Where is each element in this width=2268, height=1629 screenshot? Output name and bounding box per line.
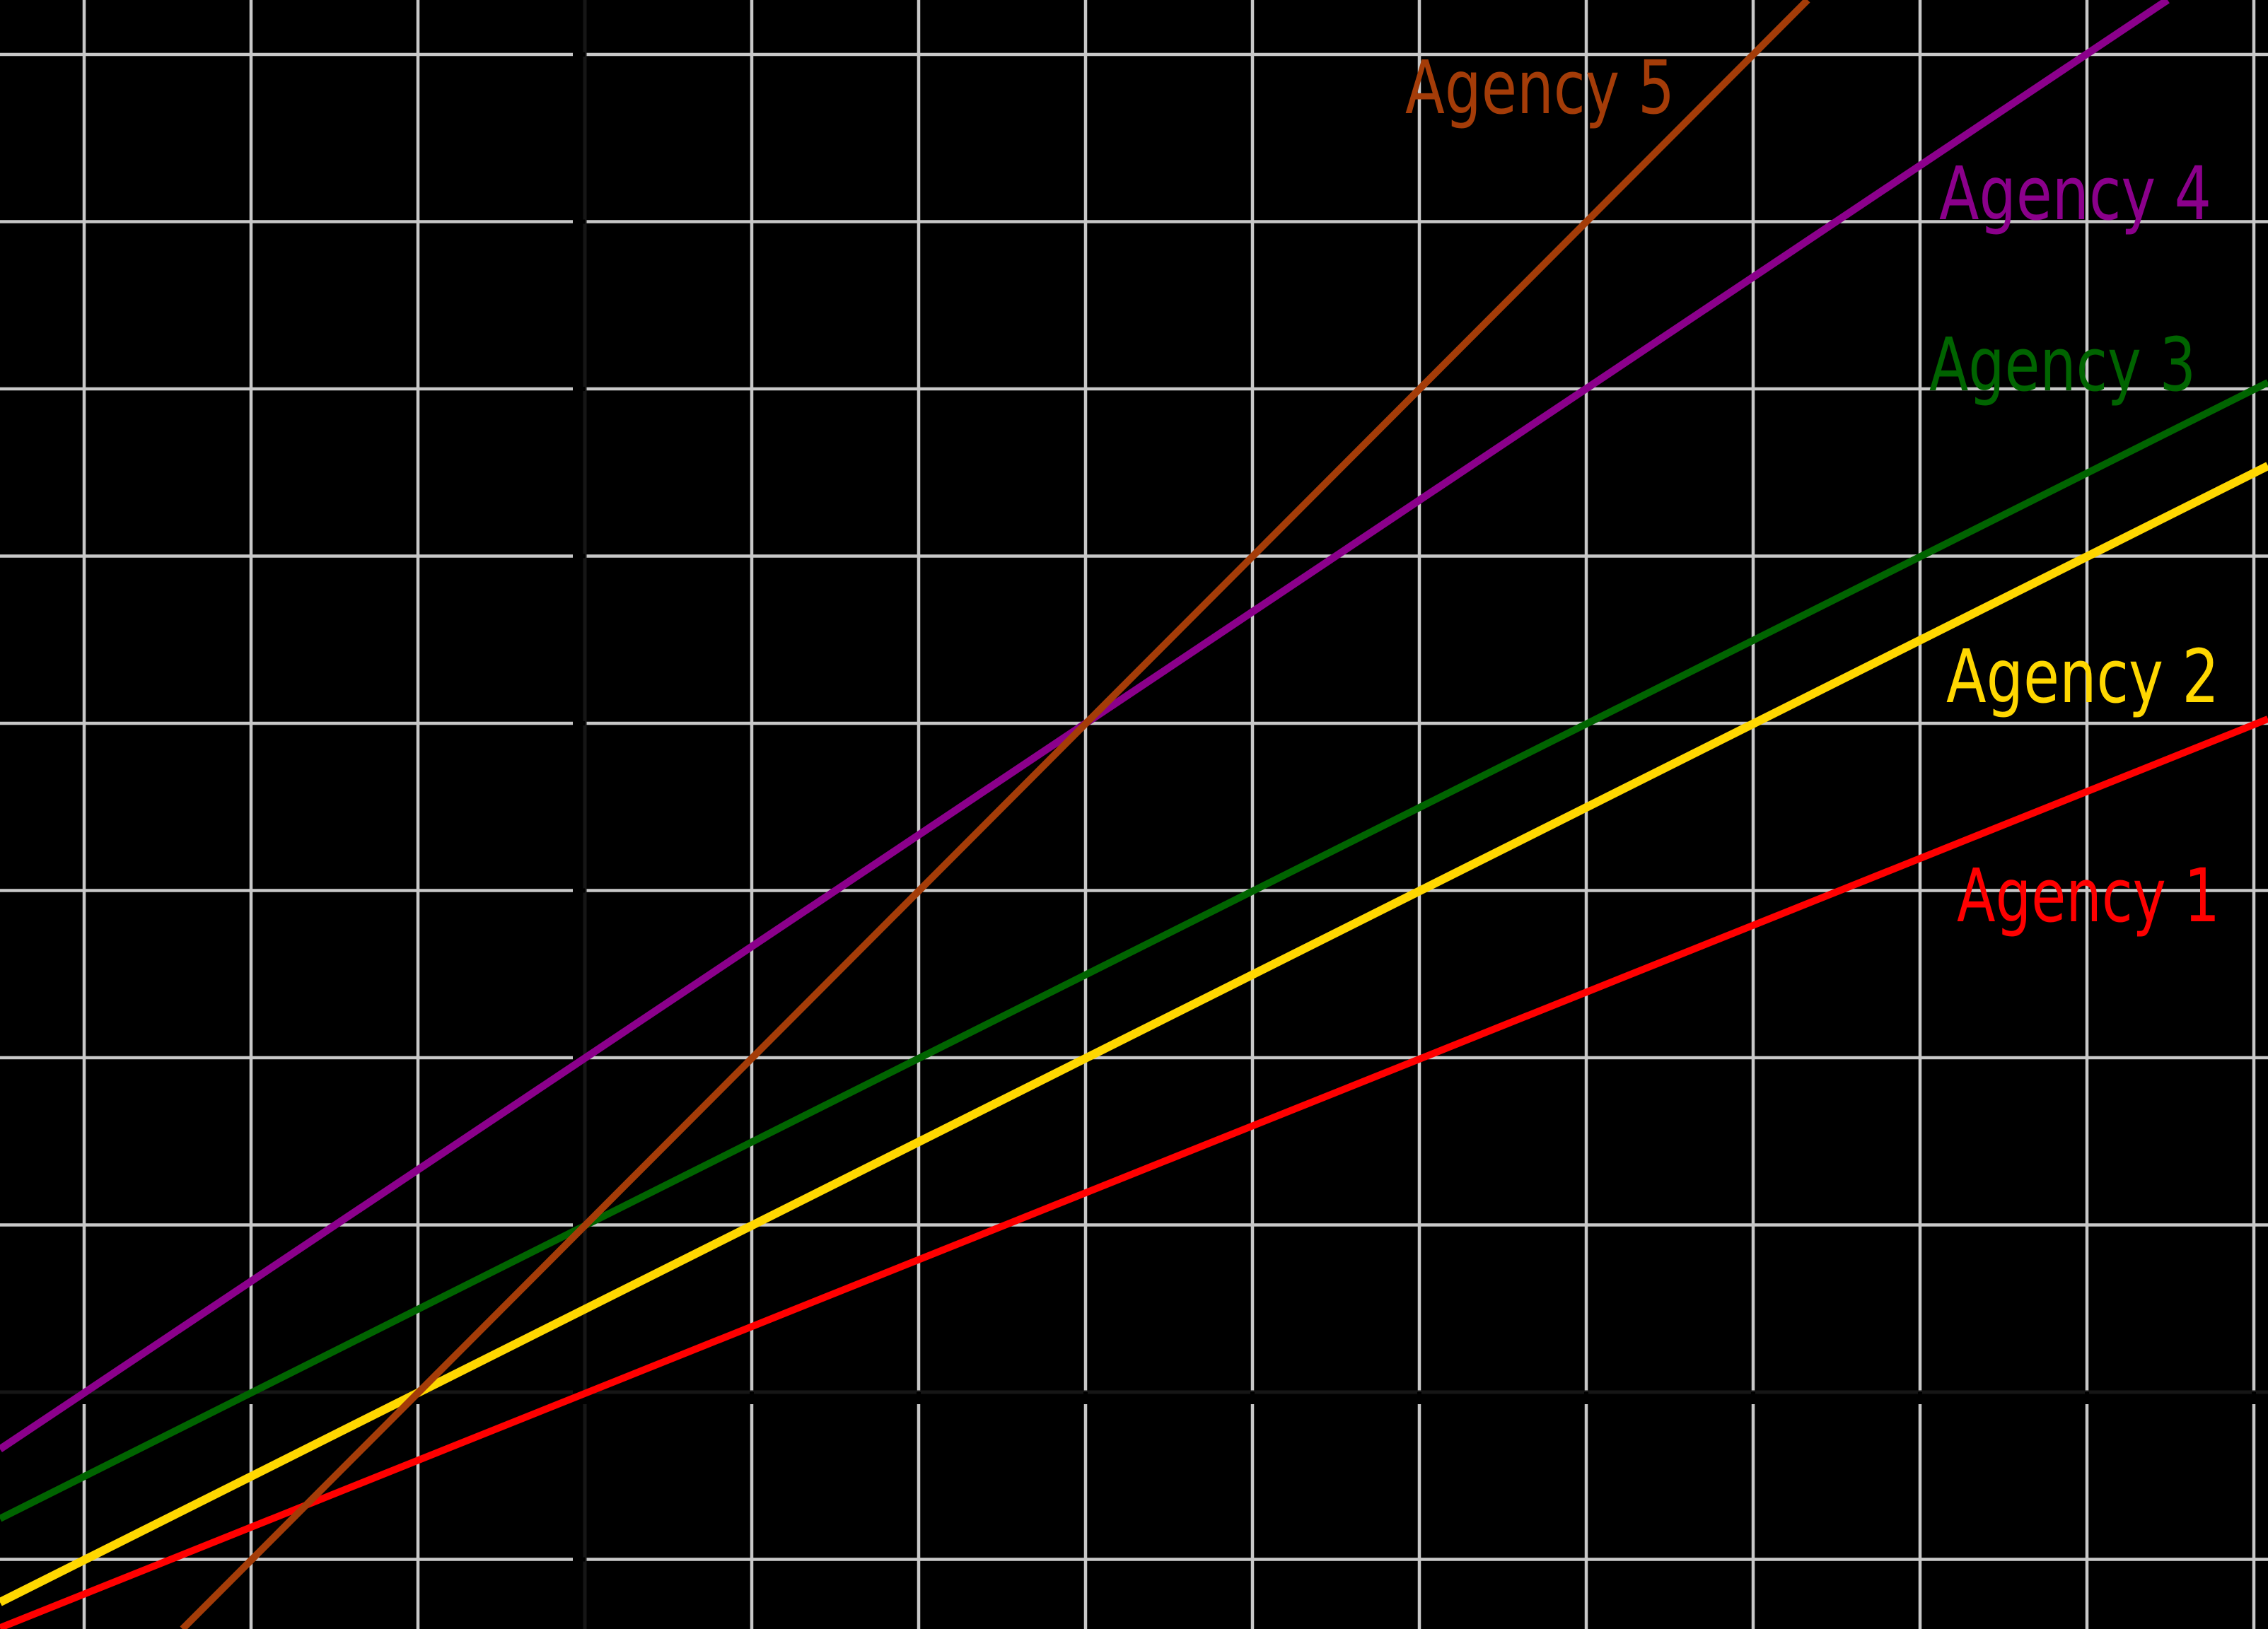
series-line-agency-5 bbox=[180, 0, 1810, 1629]
series-label-layer: Agency 5 Agency 4 Agency 3 Agency 2 Agen… bbox=[1405, 45, 2220, 939]
series-label-agency-2: Agency 2 bbox=[1946, 634, 2219, 720]
series-label-agency-3: Agency 3 bbox=[1929, 322, 2196, 408]
series-line-agency-2 bbox=[0, 462, 2268, 1606]
axis-tick-layer bbox=[82, 52, 2256, 1562]
series-label-agency-1: Agency 1 bbox=[1957, 853, 2220, 939]
series-label-agency-4: Agency 4 bbox=[1939, 151, 2211, 237]
series-line-agency-1 bbox=[0, 716, 2268, 1629]
series-line-agency-3 bbox=[0, 379, 2268, 1522]
series-label-agency-5: Agency 5 bbox=[1405, 45, 1675, 131]
